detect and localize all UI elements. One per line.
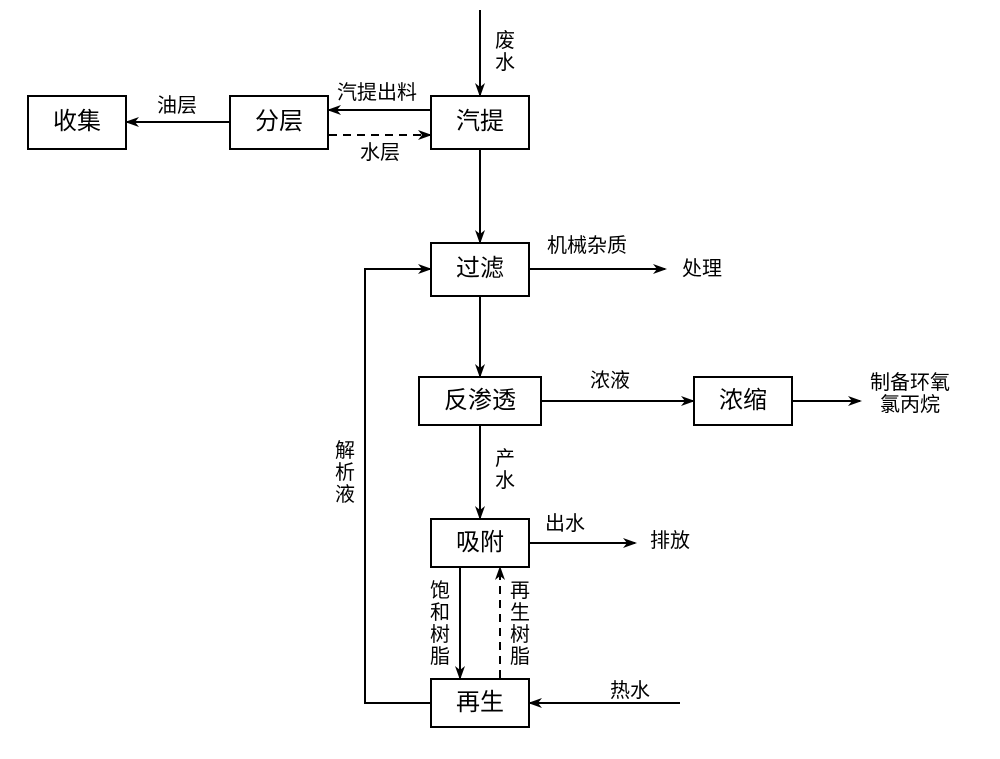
box-conc: 浓缩 — [693, 376, 793, 426]
label-water-layer: 水层 — [360, 142, 400, 164]
label-mech: 机械杂质 — [547, 235, 627, 257]
label-conc-liq: 浓液 — [590, 370, 630, 392]
box-separate: 分层 — [229, 95, 329, 150]
label-waste: 废 水 — [495, 30, 515, 74]
box-strip: 汽提 — [430, 95, 530, 150]
label-oil-layer: 油层 — [157, 95, 197, 117]
label-regen-resin: 再 生 树 脂 — [510, 580, 530, 668]
label-effluent: 出水 — [545, 513, 585, 535]
box-ro: 反渗透 — [418, 376, 542, 426]
label-strip-out: 汽提出料 — [337, 82, 417, 104]
label-prod-water: 产 水 — [495, 448, 515, 492]
box-adsorb: 吸附 — [430, 518, 530, 568]
label-desorb: 解 析 液 — [335, 440, 355, 506]
label-process: 处理 — [682, 258, 722, 280]
label-sat-resin: 饱 和 树 脂 — [430, 580, 450, 668]
box-collect: 收集 — [27, 95, 127, 150]
label-hot-water: 热水 — [610, 680, 650, 702]
label-discharge: 排放 — [650, 530, 690, 552]
label-make-epi: 制备环氧 氯丙烷 — [870, 372, 950, 416]
box-filter: 过滤 — [430, 242, 530, 297]
box-regen: 再生 — [430, 678, 530, 728]
